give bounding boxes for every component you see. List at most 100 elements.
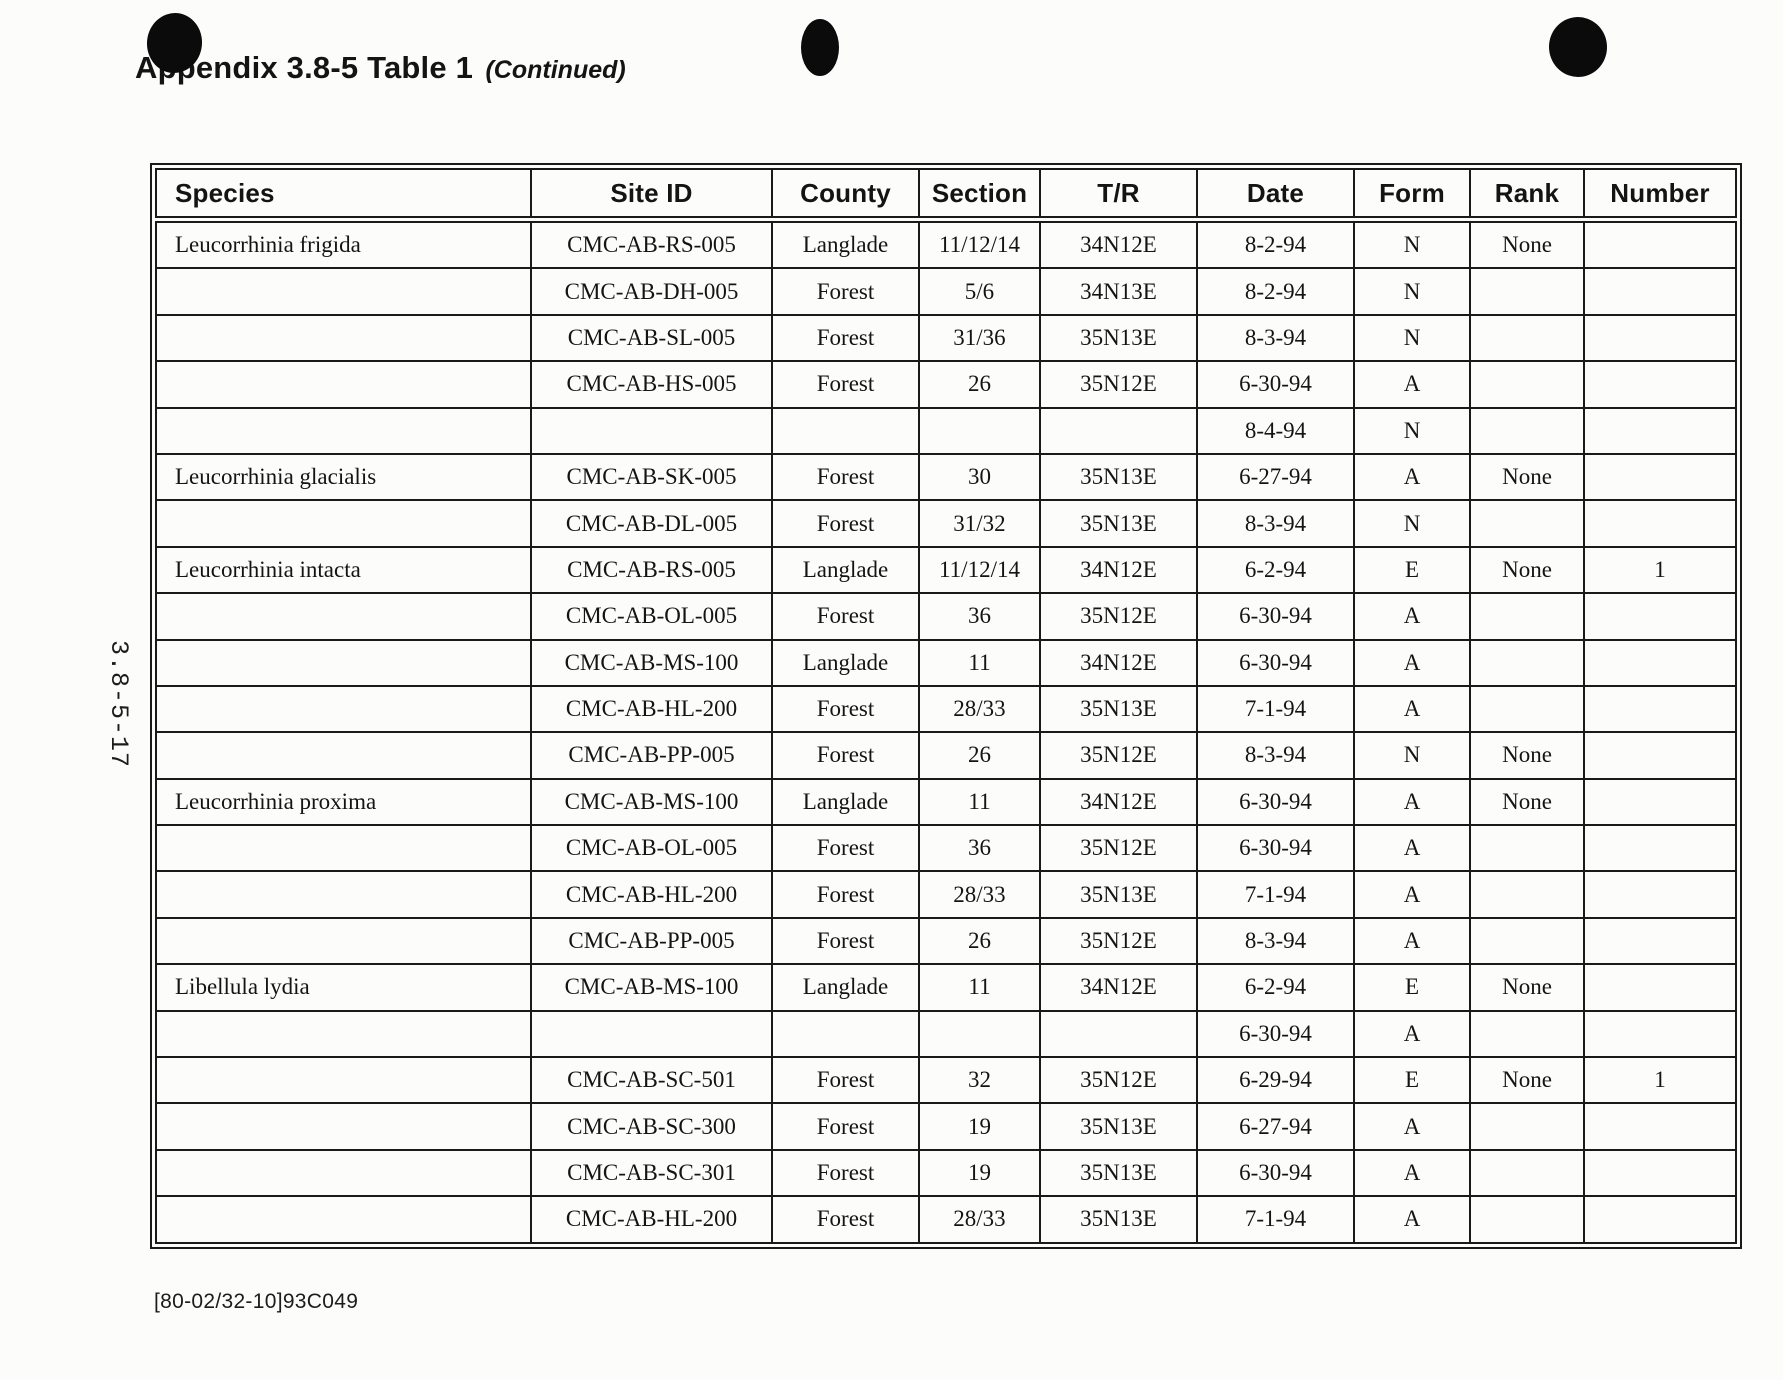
- table-cell: 36: [918, 592, 1041, 641]
- table-cell: 28/33: [918, 1195, 1041, 1244]
- table-cell: 11: [918, 963, 1041, 1012]
- document-footer-code: [80-02/32-10]93C049: [154, 1290, 359, 1313]
- table-cell: 35N12E: [1039, 731, 1198, 780]
- table-cell: None: [1469, 1056, 1585, 1105]
- table-cell: Forest: [771, 267, 920, 316]
- table-cell: CMC-AB-HL-200: [530, 870, 773, 919]
- table-cell: 8-3-94: [1196, 731, 1355, 780]
- table-cell: Forest: [771, 452, 920, 502]
- species-cell: [155, 870, 532, 919]
- column-header-number: Number: [1583, 168, 1737, 223]
- table-cell: [1039, 1009, 1198, 1059]
- table-cell: [1583, 870, 1737, 919]
- table-row: CMC-AB-MS-100 Langlade 11 34N12E 6-30-94 A: [155, 638, 1737, 687]
- table-cell: A: [1353, 777, 1471, 827]
- table-cell: 19: [918, 1102, 1041, 1151]
- table-cell: [1583, 1102, 1737, 1151]
- table-cell: Forest: [771, 592, 920, 641]
- table-cell: A: [1353, 870, 1471, 919]
- table-cell: None: [1469, 777, 1585, 827]
- table-cell: A: [1353, 452, 1471, 502]
- table-cell: [1583, 1009, 1737, 1059]
- table-cell: 35N13E: [1039, 452, 1198, 502]
- table-cell: 34N12E: [1039, 963, 1198, 1012]
- table-cell: [1469, 638, 1585, 687]
- species-cell: Leucorrhinia glacialis: [155, 452, 532, 502]
- table-cell: Forest: [771, 1102, 920, 1151]
- table-cell: A: [1353, 1102, 1471, 1151]
- table-cell: 35N13E: [1039, 499, 1198, 548]
- species-cell: [155, 1148, 532, 1198]
- table-row: CMC-AB-HL-200 Forest 28/33 35N13E 7-1-94 A: [155, 1195, 1737, 1244]
- table-cell: None: [1469, 963, 1585, 1012]
- page-title: Appendix 3.8-5 Table 1 (Continued): [135, 50, 626, 86]
- table-cell: CMC-AB-RS-005: [530, 545, 773, 595]
- table-row: CMC-AB-DH-005 Forest 5/6 34N13E 8-2-94 N: [155, 267, 1737, 316]
- table-cell: [771, 406, 920, 455]
- table-cell: Langlade: [771, 777, 920, 827]
- table-cell: CMC-AB-SC-501: [530, 1056, 773, 1105]
- table-cell: Forest: [771, 1195, 920, 1244]
- column-header-species: Species: [155, 168, 532, 223]
- table-cell: 35N13E: [1039, 1148, 1198, 1198]
- table-cell: 19: [918, 1148, 1041, 1198]
- table-cell: 28/33: [918, 684, 1041, 734]
- table-cell: [530, 406, 773, 455]
- table-cell: [918, 1009, 1041, 1059]
- species-cell: [155, 1195, 532, 1244]
- table-row: Leucorrhinia proxima CMC-AB-MS-100 Langlad…: [155, 777, 1737, 827]
- species-cell: [155, 684, 532, 734]
- table-row: CMC-AB-PP-005 Forest 26 35N12E 8-3-94 N None: [155, 731, 1737, 780]
- table-cell: CMC-AB-SC-300: [530, 1102, 773, 1151]
- table-cell: 6-30-94: [1196, 824, 1355, 873]
- table-cell: 34N12E: [1039, 218, 1198, 270]
- table-cell: 35N13E: [1039, 313, 1198, 363]
- table-cell: [1469, 499, 1585, 548]
- table-row: CMC-AB-HL-200 Forest 28/33 35N13E 7-1-94 A: [155, 870, 1737, 919]
- table-cell: A: [1353, 1195, 1471, 1244]
- species-cell: Libellula lydia: [155, 963, 532, 1012]
- table-cell: E: [1353, 545, 1471, 595]
- species-cell: [155, 360, 532, 409]
- species-observations-table: Species Site ID County Section T/R Date Form Ra…: [155, 168, 1737, 1244]
- species-cell: [155, 916, 532, 966]
- table-cell: 1: [1583, 545, 1737, 595]
- table-cell: [1583, 777, 1737, 827]
- table-cell: [1469, 406, 1585, 455]
- table-cell: 6-29-94: [1196, 1056, 1355, 1105]
- table-cell: 6-30-94: [1196, 1009, 1355, 1059]
- table-cell: CMC-AB-MS-100: [530, 963, 773, 1012]
- table-cell: [1583, 638, 1737, 687]
- side-page-number: 3.8-5-17: [104, 639, 133, 769]
- table-cell: Forest: [771, 684, 920, 734]
- table-row: 8-4-94 N: [155, 406, 1737, 455]
- species-cell: [155, 1102, 532, 1151]
- table-cell: CMC-AB-SK-005: [530, 452, 773, 502]
- table-row: CMC-AB-SC-501 Forest 32 35N12E 6-29-94 E None 1: [155, 1056, 1737, 1105]
- table-cell: [771, 1009, 920, 1059]
- table-cell: E: [1353, 1056, 1471, 1105]
- table-cell: A: [1353, 1148, 1471, 1198]
- table-cell: A: [1353, 638, 1471, 687]
- table-cell: [1469, 360, 1585, 409]
- table-cell: Forest: [771, 731, 920, 780]
- table-cell: Forest: [771, 1148, 920, 1198]
- table-cell: 30: [918, 452, 1041, 502]
- table-row: CMC-AB-SC-301 Forest 19 35N13E 6-30-94 A: [155, 1148, 1737, 1198]
- table-cell: [1583, 360, 1737, 409]
- table-cell: [1583, 684, 1737, 734]
- table-cell: 6-2-94: [1196, 545, 1355, 595]
- table-row: CMC-AB-DL-005 Forest 31/32 35N13E 8-3-94 N: [155, 499, 1737, 548]
- table-cell: None: [1469, 545, 1585, 595]
- table-cell: [1469, 592, 1585, 641]
- table-cell: 6-30-94: [1196, 360, 1355, 409]
- species-cell: [155, 267, 532, 316]
- table-cell: 6-30-94: [1196, 592, 1355, 641]
- table-cell: 8-3-94: [1196, 916, 1355, 966]
- table-cell: Langlade: [771, 638, 920, 687]
- species-cell: [155, 499, 532, 548]
- table-row: CMC-AB-SC-300 Forest 19 35N13E 6-27-94 A: [155, 1102, 1737, 1151]
- table-cell: Langlade: [771, 218, 920, 270]
- table-cell: [1469, 684, 1585, 734]
- table-cell: CMC-AB-OL-005: [530, 592, 773, 641]
